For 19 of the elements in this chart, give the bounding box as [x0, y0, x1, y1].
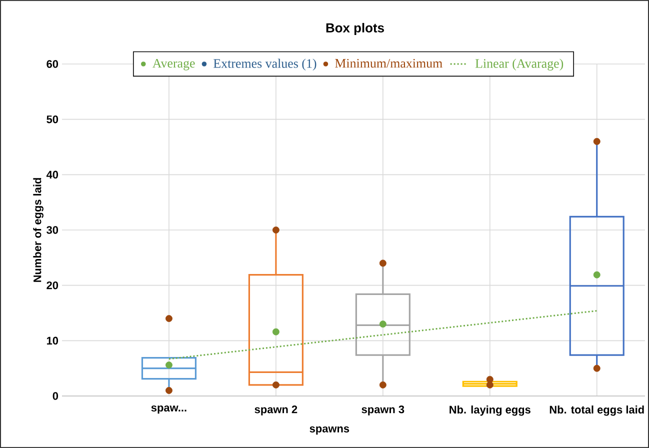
x-tick-label: spawn 2 — [254, 406, 298, 416]
y-tick-label: 0 — [52, 392, 58, 400]
x-tick-label: spawn 3 — [362, 406, 404, 416]
y-tick-label: 40 — [46, 170, 58, 179]
y-tick-label: 50 — [46, 115, 58, 124]
legend-label: Average — [152, 58, 195, 70]
x-tick-label: Nb. laying eggs — [450, 406, 530, 416]
legend-label: Linear (Avarage) — [475, 58, 564, 71]
x-axis-title: spawns — [310, 426, 350, 435]
y-tick-label: 30 — [46, 226, 58, 234]
legend-label: Minimum/maximum — [335, 58, 442, 68]
y-tick-label: 60 — [46, 60, 58, 68]
y-axis-title: Number of eggs laid — [33, 178, 44, 282]
y-tick-label: 10 — [46, 336, 58, 345]
y-tick-label: 20 — [46, 281, 58, 290]
x-tick-label: Nb. total eggs laid — [550, 406, 644, 416]
x-tick-label: spaw... — [151, 406, 186, 414]
legend-label: Extremes values (1) — [214, 58, 316, 70]
chart-title: Box plots — [326, 22, 384, 36]
